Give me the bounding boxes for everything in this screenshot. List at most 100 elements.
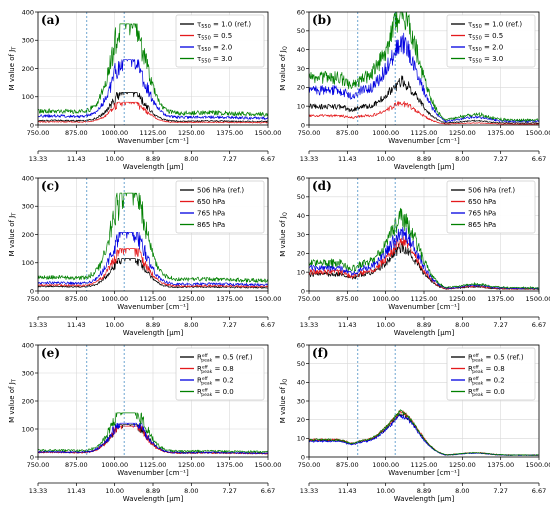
- legend-box: [175, 180, 265, 234]
- wavelength-tick-label: 8.89: [146, 321, 160, 329]
- legend-entry: 865 hPa: [197, 221, 225, 229]
- y-tick-label: 0: [301, 453, 305, 461]
- x-tick-label: 1375.00: [487, 129, 514, 137]
- legend-entry: Reff peak = 0.5 (ref.): [468, 353, 524, 364]
- wavelength-axis-label: Wavelength [μm]: [394, 495, 455, 503]
- wavelength-tick-label: 7.27: [493, 155, 507, 163]
- series-line: [308, 101, 539, 125]
- wavelength-axis-label: Wavelength [μm]: [123, 329, 184, 337]
- legend-entry: 765 hPa: [468, 209, 496, 217]
- y-tick-label: 30: [297, 231, 305, 239]
- y-axis-label-subscript: T: [12, 378, 18, 383]
- y-tick-label: 0: [301, 287, 305, 295]
- x-tick-label: 1000.00: [372, 129, 399, 137]
- y-tick-label: 100: [22, 93, 34, 101]
- y-axis-label: M value of JT: [8, 378, 18, 423]
- series-line: [37, 101, 268, 124]
- legend-entry: 506 hPa (ref.): [468, 186, 515, 194]
- x-tick-label: 1125.00: [411, 461, 438, 469]
- y-axis-label-subscript: Q: [283, 379, 289, 383]
- wavelength-tick-label: 8.00: [455, 321, 469, 329]
- wavelength-tick-label: 11.43: [67, 155, 86, 163]
- y-axis-label-main: M value of J: [8, 382, 16, 423]
- x-tick-label: 1500.00: [255, 129, 282, 137]
- wavelength-tick-label: 8.89: [146, 487, 160, 495]
- x-tick-label: 1250.00: [449, 461, 476, 469]
- x-tick-label: 750.00: [27, 461, 50, 469]
- y-tick-label: 200: [22, 231, 34, 239]
- legend-box: [446, 347, 536, 401]
- wavelength-tick-label: 8.00: [184, 155, 198, 163]
- legend-entry: τ550 = 0.5: [468, 32, 503, 42]
- y-tick-label: 200: [22, 397, 34, 405]
- y-tick-label: 10: [297, 102, 305, 110]
- y-tick-label: 400: [22, 174, 34, 182]
- x-tick-label: 1000.00: [372, 295, 399, 303]
- x-tick-label: 1500.00: [255, 461, 282, 469]
- legend-entry: 650 hPa: [468, 198, 496, 206]
- wavelength-axis-label: Wavelength [μm]: [394, 163, 455, 171]
- wavelength-axis-label: Wavelength [μm]: [394, 329, 455, 337]
- wavelength-tick-label: 6.67: [261, 155, 275, 163]
- wavelength-tick-label: 6.67: [532, 487, 546, 495]
- wavelength-tick-label: 7.27: [493, 321, 507, 329]
- wavelength-tick-label: 8.89: [146, 155, 160, 163]
- wavelength-tick-label: 8.89: [417, 487, 431, 495]
- y-axis-label-main: M value of J: [279, 216, 287, 257]
- series-line: [308, 409, 539, 456]
- series-line: [308, 75, 539, 125]
- y-axis-label: M value of JQ: [279, 212, 289, 257]
- x-tick-label: 1375.00: [487, 295, 514, 303]
- y-tick-label: 40: [297, 46, 305, 54]
- x-tick-label: 750.00: [298, 461, 321, 469]
- legend-entry: Reff peak = 0.2: [197, 376, 234, 387]
- y-tick-label: 20: [297, 84, 305, 92]
- wavelength-tick-label: 10.00: [105, 487, 124, 495]
- series-line: [308, 236, 539, 290]
- x-tick-label: 1125.00: [140, 295, 167, 303]
- panel-label: (e): [41, 346, 60, 360]
- wavelength-tick-label: 13.33: [29, 321, 48, 329]
- legend-entry: Reff peak = 0.8: [197, 364, 234, 375]
- y-tick-label: 100: [22, 425, 34, 433]
- series-line: [37, 231, 268, 287]
- legend-entry: 765 hPa: [197, 209, 225, 217]
- y-tick-label: 10: [297, 268, 305, 276]
- y-axis-label-subscript: Q: [283, 212, 289, 216]
- x-tick-label: 750.00: [298, 129, 321, 137]
- legend-entry: Reff peak = 0.2: [468, 376, 505, 387]
- x-tick-label: 1125.00: [411, 295, 438, 303]
- wavelength-tick-label: 11.43: [338, 321, 357, 329]
- y-tick-label: 40: [297, 379, 305, 387]
- y-tick-label: 10: [297, 435, 305, 443]
- wavelength-axis-label: Wavelength [μm]: [123, 163, 184, 171]
- x-axis-label: Wavenumber [cm⁻¹]: [388, 137, 460, 145]
- y-axis-label-main: M value of J: [8, 50, 16, 91]
- wavelength-tick-label: 7.27: [222, 155, 236, 163]
- y-axis-label: M value of JT: [8, 46, 18, 91]
- y-tick-label: 0: [30, 287, 34, 295]
- x-tick-label: 1000.00: [101, 129, 128, 137]
- legend-box: [446, 14, 536, 68]
- y-tick-label: 300: [22, 37, 34, 45]
- wavelength-tick-label: 8.00: [455, 487, 469, 495]
- y-tick-label: 300: [22, 203, 34, 211]
- y-axis-label-subscript: T: [12, 46, 18, 51]
- wavelength-tick-label: 13.33: [300, 487, 319, 495]
- wavelength-tick-label: 8.00: [455, 155, 469, 163]
- x-tick-label: 750.00: [298, 295, 321, 303]
- legend-entry: 506 hPa (ref.): [197, 186, 244, 194]
- legend-entry: 865 hPa: [468, 221, 496, 229]
- wavelength-tick-label: 10.00: [376, 487, 395, 495]
- legend-entry: τ550 = 0.5: [197, 32, 232, 42]
- x-tick-label: 1000.00: [101, 295, 128, 303]
- panel-label: (c): [41, 179, 60, 193]
- x-tick-label: 1000.00: [372, 461, 399, 469]
- wavelength-tick-label: 10.00: [376, 321, 395, 329]
- panel-c: 0 100 200 300 400 750.00 875.00 1000.00 1125.00 1…: [8, 174, 281, 337]
- panel-b: 0 10 20 30 40 50 60 750.00 875.00 1000.00 1125.00 1…: [279, 8, 550, 171]
- x-tick-label: 1250.00: [178, 129, 205, 137]
- y-tick-label: 20: [297, 416, 305, 424]
- panel-a: 0 100 200 300 400 750.00 875.00 1000.00 1125.00 1…: [8, 8, 281, 171]
- wavelength-tick-label: 6.67: [532, 155, 546, 163]
